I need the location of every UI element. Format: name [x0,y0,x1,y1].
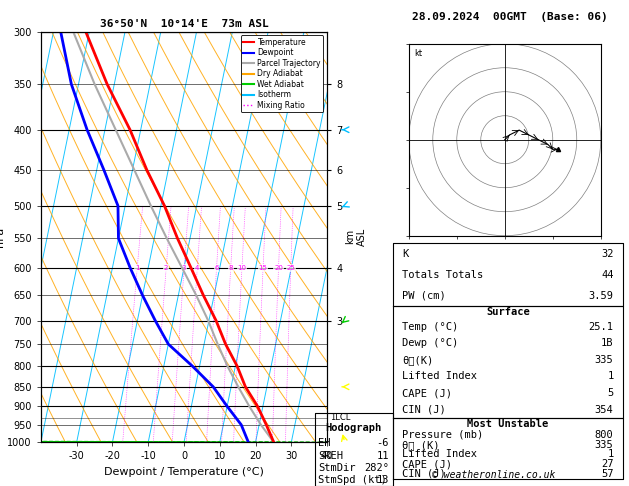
Text: Lifted Index: Lifted Index [403,371,477,382]
Text: 3.59: 3.59 [589,291,613,301]
Text: 800: 800 [595,430,613,440]
Text: StmSpd (kt): StmSpd (kt) [318,475,387,485]
Text: K: K [403,248,409,259]
Text: SREH: SREH [318,451,343,461]
Text: Totals Totals: Totals Totals [403,270,484,279]
Text: 354: 354 [595,405,613,415]
Text: 335: 335 [595,355,613,365]
Text: 1LCL: 1LCL [330,413,350,422]
Text: Most Unstable: Most Unstable [467,419,548,429]
Text: PW (cm): PW (cm) [403,291,446,301]
Text: kt: kt [415,50,423,58]
Text: EH: EH [318,438,331,449]
Text: 1: 1 [135,265,140,271]
Text: 11: 11 [377,451,389,461]
Text: 32: 32 [601,248,613,259]
Text: -6: -6 [377,438,389,449]
Text: CAPE (J): CAPE (J) [403,459,452,469]
Text: 15: 15 [259,265,267,271]
Text: 20: 20 [274,265,283,271]
Text: 25.1: 25.1 [589,322,613,331]
Text: Dewp (°C): Dewp (°C) [403,338,459,348]
Y-axis label: hPa: hPa [0,227,4,247]
Text: Temp (°C): Temp (°C) [403,322,459,331]
Text: 6: 6 [214,265,219,271]
Text: 4: 4 [195,265,199,271]
Text: 13: 13 [377,475,389,485]
Text: 282°: 282° [364,463,389,473]
Text: θᴇ (K): θᴇ (K) [403,440,440,450]
Text: StmDir: StmDir [318,463,356,473]
X-axis label: Dewpoint / Temperature (°C): Dewpoint / Temperature (°C) [104,467,264,477]
Text: 44: 44 [601,270,613,279]
Text: 1: 1 [607,450,613,459]
Legend: Temperature, Dewpoint, Parcel Trajectory, Dry Adiabat, Wet Adiabat, Isotherm, Mi: Temperature, Dewpoint, Parcel Trajectory… [241,35,323,112]
Text: 1: 1 [607,371,613,382]
Text: CIN (J): CIN (J) [403,469,446,479]
Text: 5: 5 [607,388,613,398]
Text: Hodograph: Hodograph [326,423,382,433]
Text: θᴇ(K): θᴇ(K) [403,355,433,365]
Text: Lifted Index: Lifted Index [403,450,477,459]
Text: 3: 3 [182,265,186,271]
Text: 25: 25 [286,265,295,271]
Text: 2: 2 [164,265,169,271]
Text: Pressure (mb): Pressure (mb) [403,430,484,440]
Text: 28.09.2024  00GMT  (Base: 06): 28.09.2024 00GMT (Base: 06) [411,12,608,22]
Text: 1B: 1B [601,338,613,348]
Text: 335: 335 [595,440,613,450]
Text: © weatheronline.co.uk: © weatheronline.co.uk [432,470,555,480]
Text: CAPE (J): CAPE (J) [403,388,452,398]
Text: 27: 27 [601,459,613,469]
Y-axis label: km
ASL: km ASL [345,228,367,246]
Text: 8: 8 [228,265,233,271]
Text: 57: 57 [601,469,613,479]
Text: CIN (J): CIN (J) [403,405,446,415]
Text: Surface: Surface [486,307,530,317]
Title: 36°50'N  10°14'E  73m ASL: 36°50'N 10°14'E 73m ASL [99,19,269,30]
Text: 10: 10 [238,265,247,271]
